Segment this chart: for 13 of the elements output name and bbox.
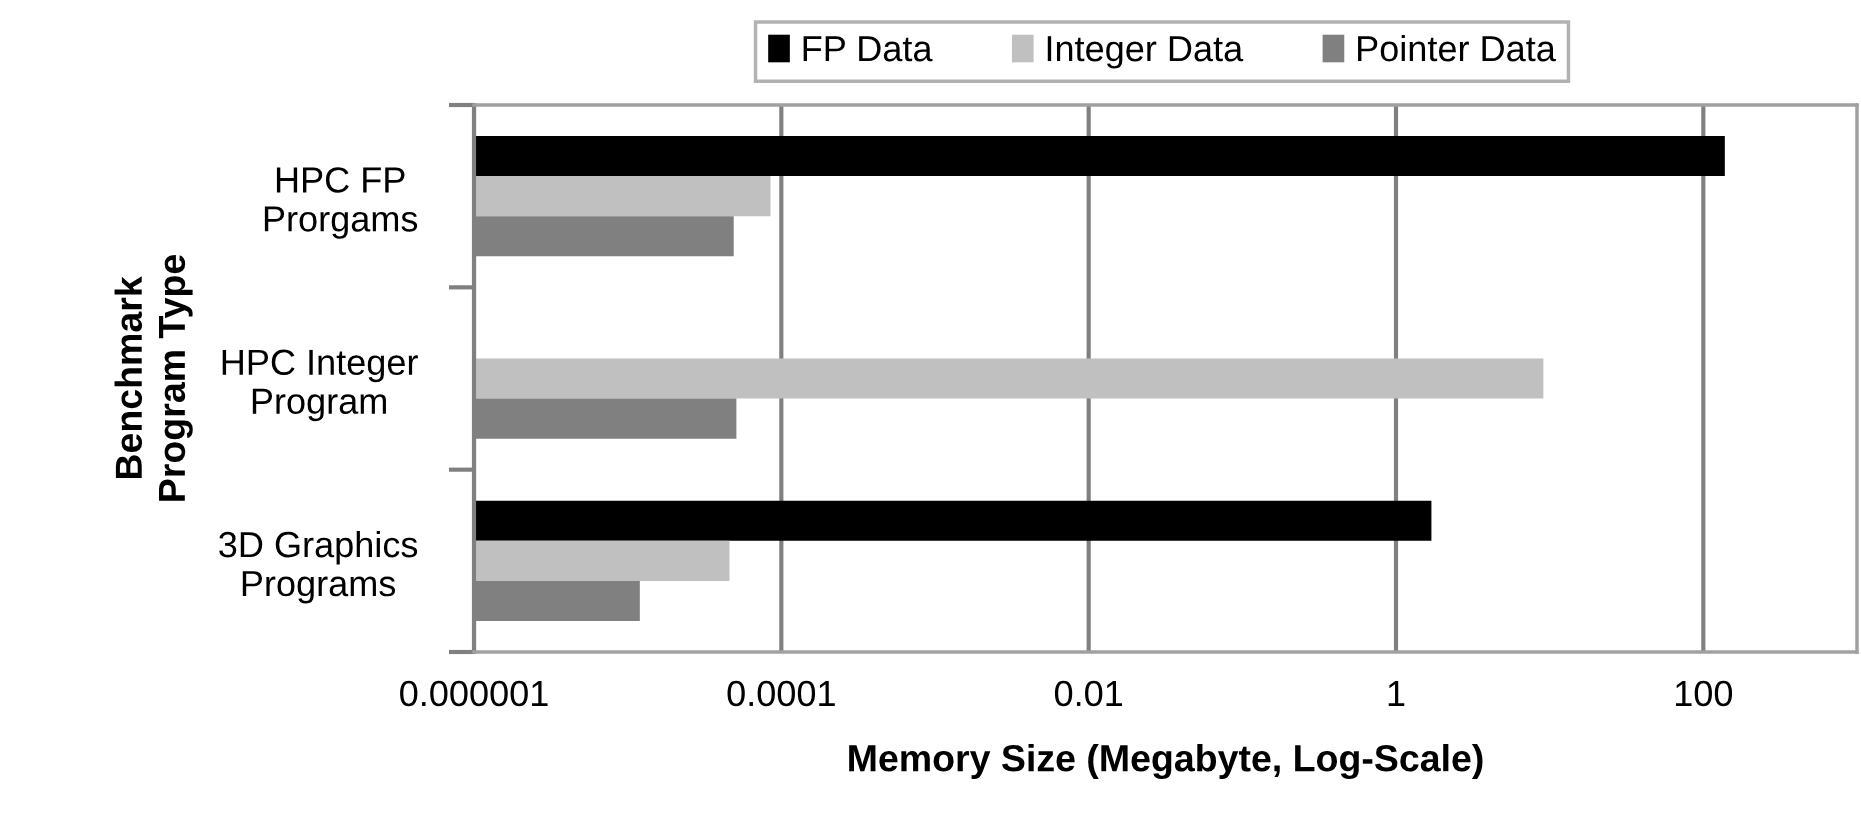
x-axis-title: Memory Size (Megabyte, Log-Scale) <box>849 744 1483 780</box>
x-tick-label: 0.000001 <box>400 680 548 707</box>
legend-label: Pointer Data <box>1358 34 1556 62</box>
y-axis-title: Benchmark Program Type <box>114 255 193 501</box>
legend-label: Integer Data <box>1047 36 1244 69</box>
x-tick-label: 100 <box>1675 680 1733 707</box>
y-tick-label: HPC FP Prorgams <box>264 167 418 239</box>
legend-label: FP Data <box>803 36 933 62</box>
y-tick-label: 3D Graphics Programs <box>219 530 418 604</box>
x-tick-label: 1 <box>1388 681 1405 706</box>
x-tick-label: 0.0001 <box>727 680 835 707</box>
y-tick-label: HPC Integer Program <box>222 349 418 422</box>
x-tick-label: 0.01 <box>1054 680 1123 707</box>
